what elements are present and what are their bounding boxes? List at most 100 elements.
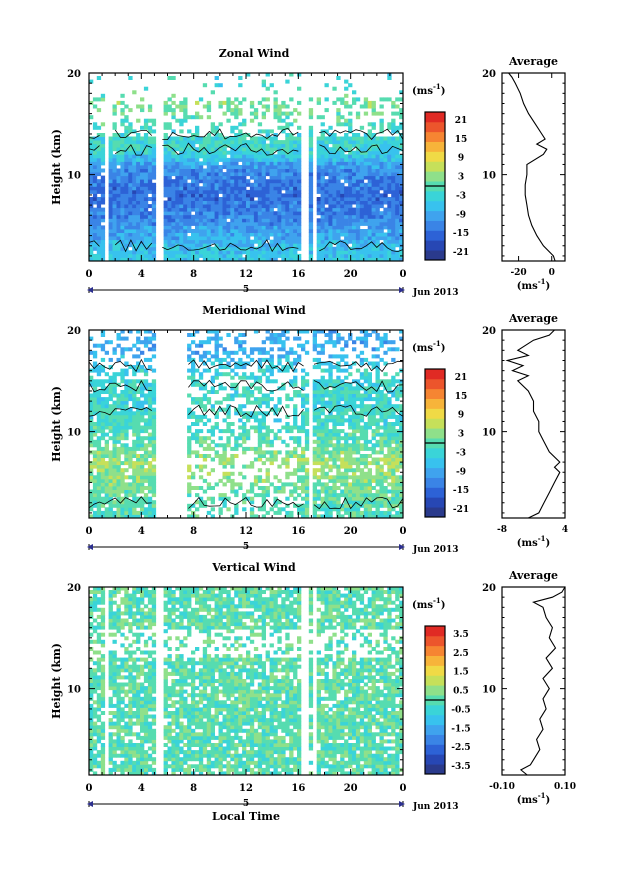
heat-cell [238, 218, 243, 223]
heat-cell [355, 253, 361, 258]
heat-cell [281, 197, 286, 201]
heat-cell [128, 418, 133, 423]
heat-cell [234, 150, 239, 155]
heat-cell [297, 457, 302, 462]
heat-cell [265, 72, 270, 77]
heat-cell [281, 186, 286, 191]
heat-cell [332, 136, 337, 141]
heat-cell [206, 418, 212, 423]
heat-cell [399, 133, 404, 137]
heat-cell [273, 450, 278, 455]
heat-cell [277, 161, 282, 166]
heat-cell [320, 115, 325, 120]
heat-cell [163, 232, 168, 237]
heat-cell [124, 193, 129, 198]
heat-cell [198, 165, 204, 169]
heat-cell [100, 500, 106, 505]
heat-cell [316, 197, 321, 201]
heat-cell [171, 239, 176, 244]
heat-cell [395, 172, 400, 177]
heat-cell [379, 229, 384, 233]
heat-cell [116, 150, 121, 155]
heat-cell [143, 200, 149, 205]
heat-cell [249, 157, 255, 162]
heat-cell [253, 450, 259, 455]
heat-cell [336, 478, 341, 483]
heat-cell [316, 454, 321, 458]
heat-cell [242, 150, 247, 155]
heat-cell [297, 393, 302, 398]
heat-cell [379, 175, 384, 180]
heat-cell [395, 257, 400, 262]
heat-cell [140, 200, 145, 205]
heat-cell [147, 400, 153, 405]
heat-cell [100, 243, 106, 248]
heat-cell [128, 186, 133, 191]
heat-cell [304, 471, 310, 476]
heat-cell [348, 250, 353, 255]
heat-cell [92, 179, 98, 184]
heat-cell [198, 443, 204, 448]
heat-cell [348, 450, 353, 455]
heat-cell [363, 211, 369, 216]
heat-cell [246, 243, 251, 248]
heat-cell [340, 493, 345, 498]
heat-cell [391, 175, 396, 180]
heat-cell [128, 207, 133, 212]
heat-cell [355, 97, 361, 102]
heat-cell [328, 189, 333, 194]
heat-cell [175, 257, 180, 262]
heat-cell [238, 182, 243, 187]
heat-cell [261, 461, 266, 466]
heat-cell [234, 197, 239, 201]
heat-cell [348, 486, 353, 490]
heat-cell [249, 372, 255, 377]
heat-cell [391, 122, 396, 127]
heat-cell [242, 186, 247, 191]
heat-cell [147, 393, 153, 398]
heat-cell [383, 253, 388, 258]
heat-cell [304, 510, 310, 515]
heat-cell [218, 336, 223, 341]
heat-cell [277, 253, 282, 258]
heat-cell [214, 189, 219, 194]
heat-cell [104, 461, 109, 466]
heat-cell [363, 439, 369, 444]
heat-cell [120, 207, 125, 212]
heat-cell [352, 468, 357, 473]
heat-cell [143, 189, 149, 194]
heat-cell [124, 250, 129, 255]
heat-cell [151, 436, 157, 441]
heat-cell [308, 147, 314, 152]
heat-cell [151, 414, 157, 419]
heat-cell [230, 165, 235, 169]
heat-cell [352, 411, 357, 416]
heat-cell [332, 168, 337, 173]
heat-cell [234, 336, 239, 341]
heat-cell [124, 457, 129, 462]
heat-cell [344, 193, 349, 198]
heat-cell [124, 429, 129, 434]
heat-cell [89, 500, 94, 505]
heat-cell [108, 214, 113, 219]
heat-cell [187, 221, 192, 226]
heat-cell [391, 193, 396, 198]
heat-cell [355, 175, 361, 180]
heat-cell [348, 496, 353, 501]
heat-cell [195, 229, 200, 233]
heat-cell [195, 172, 200, 177]
heat-cell [253, 446, 259, 451]
heat-cell [100, 510, 106, 515]
heat-cell [273, 246, 278, 251]
heat-cell [206, 329, 212, 334]
heat-cell [210, 154, 215, 159]
heat-cell [257, 365, 263, 370]
heat-cell [269, 253, 274, 258]
heat-cell [112, 475, 117, 480]
heat-cell [359, 432, 365, 437]
heat-cell [202, 200, 208, 205]
heat-cell [261, 232, 266, 237]
heat-cell [320, 143, 325, 148]
heat-cell [96, 161, 102, 166]
heat-cell [191, 411, 196, 416]
